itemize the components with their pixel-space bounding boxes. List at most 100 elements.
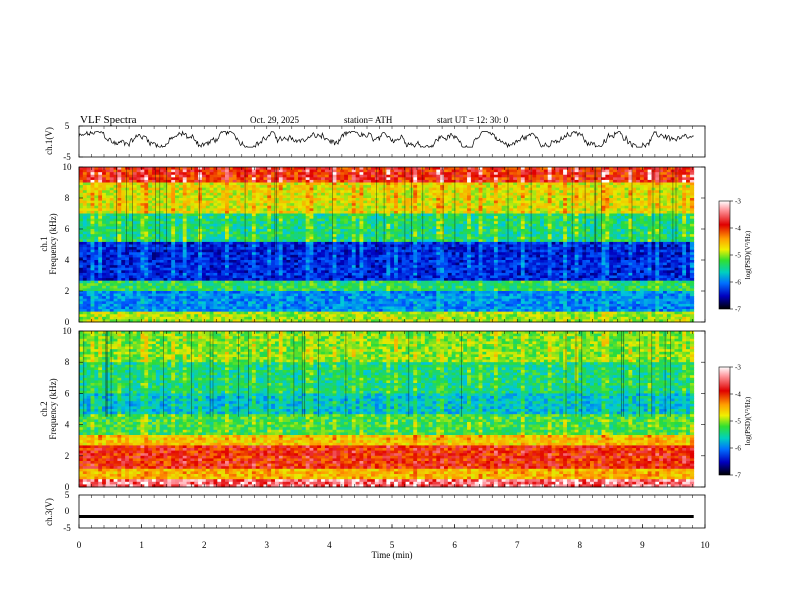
spectrogram-cell [236, 216, 241, 220]
spectrogram-cell [605, 241, 610, 245]
spectrogram-cell [467, 208, 472, 212]
spectrogram-cell [578, 208, 583, 212]
spectrogram-cell [501, 174, 506, 178]
spectrogram-cell [520, 229, 526, 232]
spectrogram-cell [228, 198, 234, 201]
spectrogram-cell [616, 190, 622, 194]
spectrogram-cell [301, 198, 307, 201]
spectrogram-cell [586, 216, 591, 220]
spectrogram-cell [240, 231, 245, 235]
spectrogram-cell [163, 172, 168, 176]
spectrogram-cell [347, 198, 353, 201]
spectrogram-cell [344, 216, 349, 220]
spectrogram-cell [371, 179, 376, 183]
spectrogram-cell [659, 198, 664, 201]
spectrogram-cell [597, 213, 602, 217]
spectrogram-cell [597, 169, 602, 173]
spectrogram-cell [678, 190, 683, 194]
spectrogram-cell [451, 187, 456, 191]
spectrogram-cell [344, 182, 349, 186]
spectrogram-cell [520, 208, 526, 212]
spectrogram-cell [374, 182, 380, 186]
spectrogram-cell [386, 218, 391, 222]
spectrogram-cell [102, 244, 107, 248]
spectrogram-cell [371, 213, 376, 217]
spectrogram-cell [678, 210, 683, 214]
spectrogram-cell [501, 179, 506, 183]
spectrogram-cell [674, 218, 679, 222]
spectrogram-cell [413, 236, 418, 240]
spectrogram-cell [659, 223, 664, 227]
spectrogram-cell [651, 182, 656, 186]
spectrogram-cell [240, 234, 245, 238]
spectrogram-cell [620, 210, 625, 214]
spectrogram-cell [536, 208, 541, 212]
figure-title: VLF Spectra [80, 114, 137, 126]
spectrogram-cell [336, 244, 341, 248]
spectrogram-cell [86, 210, 91, 214]
spectrogram-cell [359, 172, 364, 176]
spectrogram-cell [198, 185, 203, 189]
spectrogram-cell [163, 216, 168, 220]
spectrogram-cell [382, 223, 387, 227]
spectrogram-cell [474, 182, 479, 186]
spectrogram-cell [405, 216, 410, 220]
spectrogram-cell [367, 234, 372, 238]
spectrogram-cell [340, 213, 345, 217]
spectrogram-cell [136, 205, 141, 209]
spectrogram-cell [301, 226, 307, 230]
spectrogram-cell [578, 182, 583, 186]
spectrogram-cell [528, 195, 533, 199]
spectrogram-cell [221, 185, 226, 189]
spectrogram-cell [105, 167, 111, 170]
spectrogram-cell [378, 223, 383, 227]
spectrogram-cell [501, 192, 506, 196]
spectrogram-cell [305, 208, 310, 212]
spectrogram-cell [213, 241, 218, 245]
spectrogram-cell [182, 167, 187, 170]
spectrogram-cell [597, 179, 602, 183]
spectrogram-cell [359, 229, 364, 232]
spectrogram-cell [501, 208, 506, 212]
spectrogram-cell [613, 179, 618, 183]
spectrogram-cell [582, 223, 587, 227]
spectrogram-cell [509, 177, 514, 181]
spectrogram-cell [451, 244, 456, 248]
spectrogram-cell [251, 190, 257, 194]
spectrogram-cell [451, 234, 456, 238]
spectrogram-cell [271, 187, 276, 191]
spectrogram-cell [155, 174, 161, 178]
spectrogram-cell [228, 210, 234, 214]
spectrogram-cell [236, 174, 241, 178]
spectrogram-cell [397, 185, 403, 189]
spectrogram-cell [613, 205, 618, 209]
spectrogram-cell [478, 210, 483, 214]
spectrogram-cell [225, 221, 230, 225]
spectrogram-cell [178, 182, 184, 186]
spectrogram-cell [582, 169, 587, 173]
spectrogram-cell [313, 190, 318, 194]
spectrogram-cell [628, 192, 633, 196]
spectrogram-cell [217, 239, 222, 243]
spectrogram-cell [136, 229, 141, 232]
spectrogram-cell [555, 216, 560, 220]
spectrogram-cell [613, 216, 618, 220]
spectrogram-cell [655, 216, 660, 220]
spectrogram-cell [367, 172, 372, 176]
spectrogram-cell [639, 205, 645, 209]
spectrogram-cell [217, 185, 222, 189]
spectrogram-cell [371, 198, 376, 201]
spectrogram-cell [132, 213, 138, 217]
spectrogram-cell [171, 172, 176, 176]
spectrogram-cell [374, 174, 380, 178]
spectrogram-cell [332, 167, 337, 170]
spectrogram-cell [543, 203, 549, 207]
spectrogram-cell [632, 195, 637, 199]
spectrogram-cell [586, 185, 591, 189]
spectrogram-cell [152, 247, 157, 251]
spectrogram-cell [267, 229, 272, 232]
spectrogram-cell [194, 236, 199, 240]
spectrogram-cell [140, 218, 145, 222]
spectrogram-cell [236, 195, 241, 199]
spectrogram-cell [317, 205, 322, 209]
